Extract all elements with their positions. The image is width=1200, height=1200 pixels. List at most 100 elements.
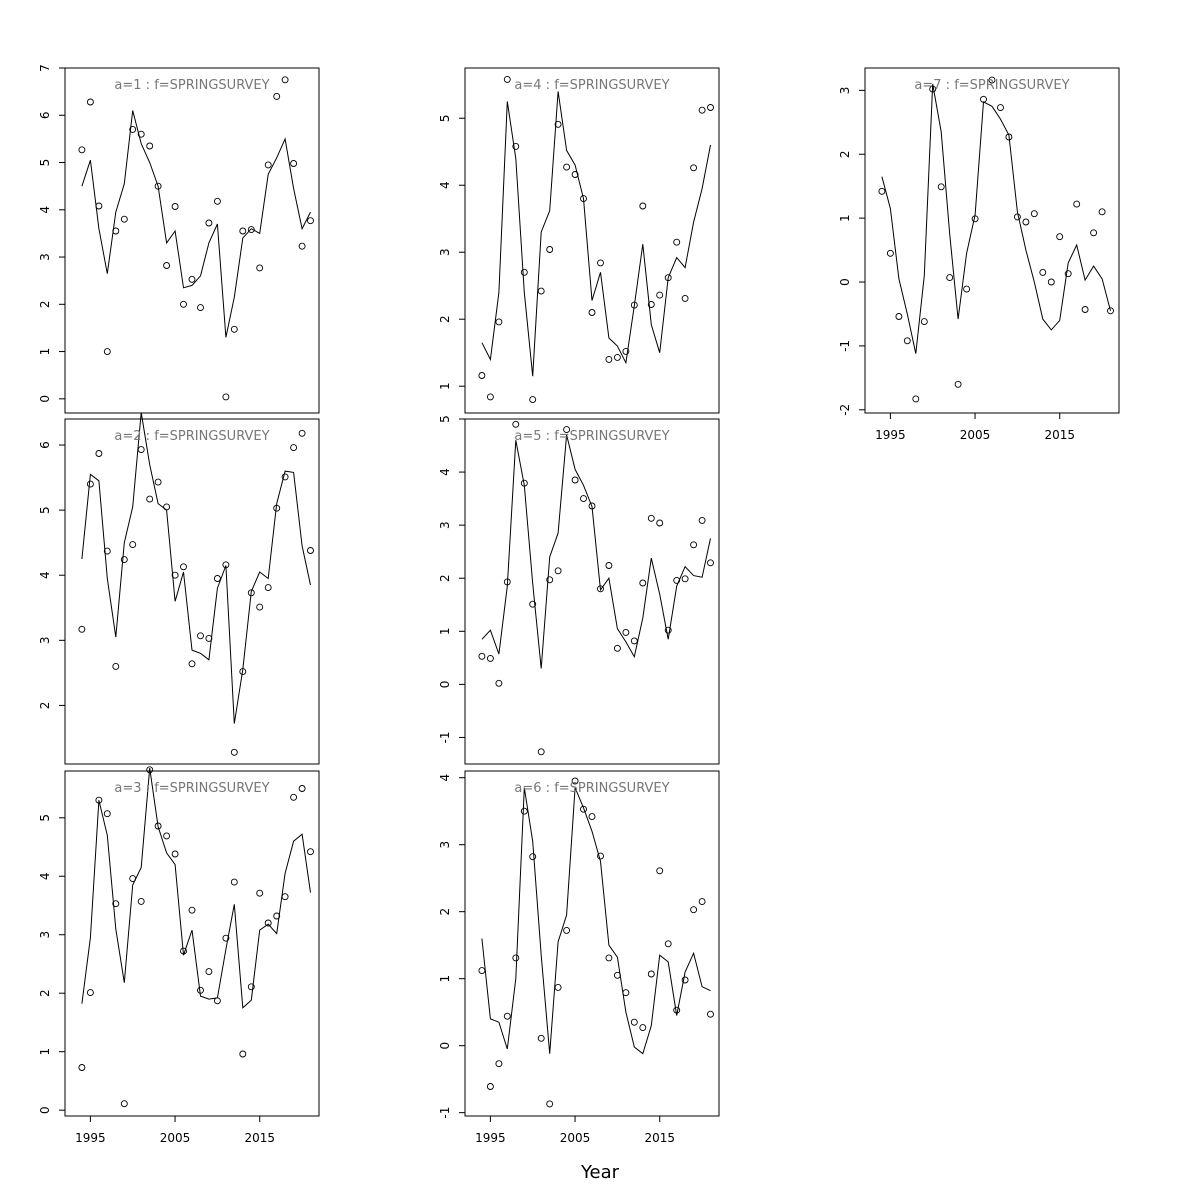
observed-point	[554, 983, 562, 991]
y-tick-label: 4	[38, 872, 52, 880]
observed-point	[86, 989, 94, 997]
observed-point	[886, 249, 894, 257]
plot-frame	[64, 67, 320, 414]
y-tick-label: 3	[38, 931, 52, 939]
observed-point	[554, 567, 562, 575]
observed-point	[1090, 229, 1098, 237]
observed-point	[256, 603, 264, 611]
x-tick-label: 2015	[244, 1131, 275, 1145]
observed-point	[580, 195, 587, 203]
observed-point	[281, 473, 289, 481]
panel-6: -1 0 1 2 3 4 1995 2005 2015 a=6 : f=SPRINGSURVEY	[438, 770, 720, 1145]
observed-point	[1013, 213, 1021, 221]
y-tick-label: 2	[438, 908, 452, 916]
observed-point	[563, 926, 571, 934]
observed-point	[495, 1060, 503, 1068]
observed-point	[264, 919, 272, 927]
y-tick-label: 3	[438, 521, 452, 529]
observed-point	[230, 325, 238, 333]
observed-point	[580, 495, 587, 503]
observed-point	[239, 227, 247, 235]
observed-point	[163, 832, 171, 840]
observed-point	[112, 662, 120, 670]
observed-point	[963, 285, 971, 293]
panel-1: 0 1 2 3 4 5 6 7 a=1 : f=SPRINGSURVEY	[38, 64, 320, 414]
observed-point	[980, 95, 987, 103]
observed-point	[1064, 270, 1072, 278]
observed-point	[647, 514, 655, 522]
observed-point	[920, 318, 928, 326]
y-tick-label: 5	[438, 114, 452, 122]
observed-point	[605, 562, 613, 569]
observed-point	[78, 625, 86, 633]
panel-title: a=7 : f=SPRINGSURVEY	[914, 78, 1069, 93]
observed-point	[529, 853, 537, 861]
observed-point	[520, 807, 528, 815]
observed-point	[912, 395, 920, 403]
observed-point	[180, 300, 187, 308]
observed-point	[163, 262, 171, 269]
y-tick-label: 6	[38, 441, 52, 449]
observed-point	[495, 318, 503, 326]
y-tick-label: 6	[38, 111, 52, 119]
observed-point	[512, 420, 520, 428]
observed-point	[630, 1018, 638, 1026]
panel-3: 0 1 2 3 4 5 1995 2005 2015 a=3 : f=SPRINGSURVEY	[38, 766, 320, 1145]
observed-point	[571, 476, 579, 484]
observed-point	[537, 1034, 545, 1042]
observed-point	[537, 287, 545, 295]
observed-point	[613, 353, 621, 361]
observed-point	[622, 989, 630, 997]
panels: 0 1 2 3 4 5 6 7 a=1 : f=SPRINGSURVEY 2 3 4 5 6 a=2 : f…	[38, 64, 1120, 1145]
fitted-line	[881, 83, 1111, 354]
observed-point	[1107, 307, 1114, 315]
observed-point	[639, 202, 647, 210]
x-tick-label: 2005	[960, 428, 991, 442]
observed-point	[639, 579, 647, 587]
x-tick-label: 2005	[560, 1131, 591, 1145]
fitted-line	[81, 768, 311, 1009]
observed-point	[971, 215, 979, 223]
plot-frame	[464, 418, 720, 765]
fitted-line	[81, 110, 311, 338]
plot-frame	[464, 67, 720, 414]
observed-point	[580, 805, 587, 813]
observed-point	[954, 380, 962, 388]
observed-point	[605, 355, 613, 363]
observed-point	[180, 947, 187, 955]
x-tick-label: 1995	[875, 428, 906, 442]
observed-point	[664, 274, 672, 282]
observed-point	[1022, 218, 1030, 226]
observed-point	[120, 1100, 128, 1108]
y-tick-label: 7	[38, 64, 52, 72]
y-tick-label: 3	[438, 248, 452, 256]
observed-point	[307, 547, 314, 554]
observed-point	[1056, 233, 1064, 241]
observed-point	[137, 897, 145, 905]
y-tick-label: 3	[38, 253, 52, 261]
observed-point	[180, 563, 187, 571]
observed-point	[205, 634, 213, 642]
observed-point	[647, 301, 655, 308]
observed-point	[281, 893, 289, 901]
observed-point	[698, 106, 706, 114]
x-axis-label: Year	[580, 1162, 620, 1183]
observed-point	[937, 183, 945, 191]
observed-point	[103, 348, 111, 356]
plot-frame	[464, 770, 720, 1117]
panel-title: a=5 : f=SPRINGSURVEY	[514, 429, 669, 444]
observed-point	[171, 571, 179, 579]
observed-point	[895, 313, 903, 320]
y-tick-label: -1	[838, 340, 852, 352]
observed-point	[154, 478, 162, 486]
observed-point	[690, 164, 698, 172]
y-tick-label: 4	[438, 181, 452, 189]
observed-point	[222, 934, 230, 942]
observed-point	[239, 1050, 247, 1058]
fitted-line	[481, 434, 711, 669]
observed-point	[129, 541, 137, 549]
observed-point	[707, 559, 714, 567]
observed-point	[307, 217, 314, 225]
observed-point	[146, 142, 154, 150]
